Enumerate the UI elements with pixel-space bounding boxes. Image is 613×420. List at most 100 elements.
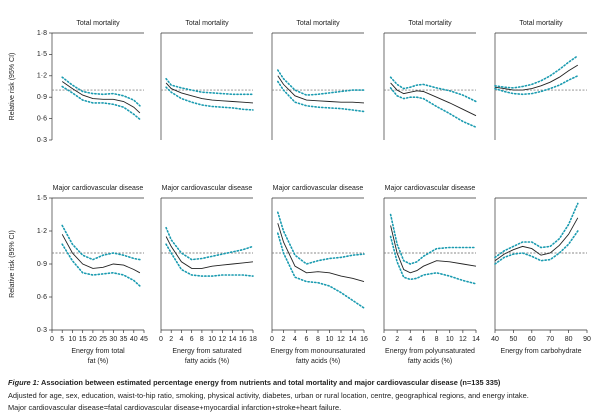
y-axis-label: Relative risk (95% CI): [9, 53, 16, 121]
y-tick-label: 0·3: [37, 137, 47, 144]
x-tick-label: 8: [435, 336, 439, 343]
x-tick-label: 12: [337, 336, 345, 343]
panel-title: Total mortality: [76, 20, 120, 27]
x-tick-label: 5: [60, 336, 64, 343]
panel-title: Total mortality: [519, 20, 563, 27]
y-tick-label: 1·8: [37, 30, 47, 37]
y-tick-label: 0·6: [37, 294, 47, 301]
x-tick-label: 4: [293, 336, 297, 343]
x-tick-label: 12: [459, 336, 467, 343]
x-axis-label: Energy from carbohydrate: [501, 348, 582, 355]
x-axis-label: Energy from polyunsaturated: [385, 348, 475, 355]
x-axis-label: fatty acids (%): [408, 358, 452, 365]
x-tick-label: 14: [472, 336, 480, 343]
x-tick-label: 16: [239, 336, 247, 343]
estimate-line: [277, 223, 365, 283]
estimate-line: [61, 81, 141, 114]
caption-heading: Association between estimated percentage…: [39, 378, 501, 387]
caption-line: Adjusted for age, sex, education, waist-…: [8, 391, 529, 400]
x-tick-label: 10: [69, 336, 77, 343]
x-tick-label: 80: [565, 336, 573, 343]
x-tick-label: 16: [360, 336, 368, 343]
panel-title: Total mortality: [296, 20, 340, 27]
x-tick-label: 20: [89, 336, 97, 343]
y-tick-label: 1·2: [37, 73, 47, 80]
x-tick-label: 10: [326, 336, 334, 343]
caption-title: Figure 1: Association between estimated …: [8, 378, 501, 387]
x-tick-label: 70: [546, 336, 554, 343]
ci-line: [494, 230, 579, 265]
x-tick-label: 90: [583, 336, 591, 343]
x-tick-label: 6: [421, 336, 425, 343]
x-tick-label: 25: [99, 336, 107, 343]
ci-line: [165, 86, 254, 111]
panel-title: Major cardiovascular disease: [162, 185, 253, 192]
ci-line: [389, 213, 477, 265]
x-tick-label: 35: [120, 336, 128, 343]
x-axis-label: fat (%): [88, 358, 109, 365]
ci-line: [61, 224, 141, 261]
x-tick-label: 8: [200, 336, 204, 343]
estimate-line: [390, 225, 477, 274]
ci-line: [165, 77, 254, 96]
panel-title: Major cardiovascular disease: [273, 185, 364, 192]
caption-label: Figure 1:: [8, 378, 40, 387]
y-axis-label: Relative risk (95% CI): [9, 230, 16, 298]
ci-line: [61, 76, 141, 107]
y-tick-label: 1·2: [37, 228, 47, 235]
ci-line: [277, 69, 365, 96]
x-tick-label: 0: [382, 336, 386, 343]
y-tick-label: 1·5: [37, 195, 47, 202]
ci-line: [494, 75, 579, 96]
caption-line: Major cardiovascular disease=fatal cardi…: [8, 403, 341, 412]
x-tick-label: 4: [408, 336, 412, 343]
x-tick-label: 18: [249, 336, 257, 343]
x-tick-label: 6: [305, 336, 309, 343]
ci-line: [165, 243, 254, 277]
y-tick-label: 0·3: [37, 327, 47, 334]
x-tick-label: 6: [190, 336, 194, 343]
ci-line: [389, 235, 477, 285]
ci-line: [494, 55, 579, 89]
x-tick-label: 2: [395, 336, 399, 343]
ci-line: [494, 202, 579, 259]
x-tick-label: 40: [130, 336, 138, 343]
estimate-line: [390, 82, 477, 117]
x-tick-label: 40: [491, 336, 499, 343]
ci-line: [165, 226, 254, 261]
x-tick-label: 2: [282, 336, 286, 343]
x-tick-label: 0: [270, 336, 274, 343]
x-axis-label: Energy from total: [71, 348, 125, 355]
x-tick-label: 10: [446, 336, 454, 343]
y-tick-label: 1·5: [37, 51, 47, 58]
y-tick-label: 0·9: [37, 94, 47, 101]
x-tick-label: 14: [349, 336, 357, 343]
x-tick-label: 15: [79, 336, 87, 343]
y-tick-label: 0·9: [37, 261, 47, 268]
x-axis-label: Energy from saturated: [172, 348, 241, 355]
ci-line: [277, 211, 365, 265]
ci-line: [389, 87, 477, 128]
x-tick-label: 30: [109, 336, 117, 343]
x-tick-label: 14: [229, 336, 237, 343]
panel-title: Major cardiovascular disease: [385, 185, 476, 192]
estimate-line: [494, 217, 579, 262]
x-tick-label: 0: [50, 336, 54, 343]
y-tick-label: 0·6: [37, 115, 47, 122]
estimate-line: [165, 236, 254, 269]
x-tick-label: 45: [140, 336, 148, 343]
x-tick-label: 60: [528, 336, 536, 343]
x-axis-label: fatty acids (%): [296, 358, 340, 365]
x-axis-label: fatty acids (%): [185, 358, 229, 365]
x-axis-label: Energy from monounsaturated: [271, 348, 366, 355]
ci-line: [277, 80, 365, 113]
x-tick-label: 12: [218, 336, 226, 343]
x-tick-label: 0: [159, 336, 163, 343]
ci-line: [389, 76, 477, 103]
x-tick-label: 2: [169, 336, 173, 343]
x-tick-label: 8: [316, 336, 320, 343]
estimate-line: [61, 234, 141, 274]
estimate-line: [277, 75, 365, 104]
panel-title: Total mortality: [408, 20, 452, 27]
